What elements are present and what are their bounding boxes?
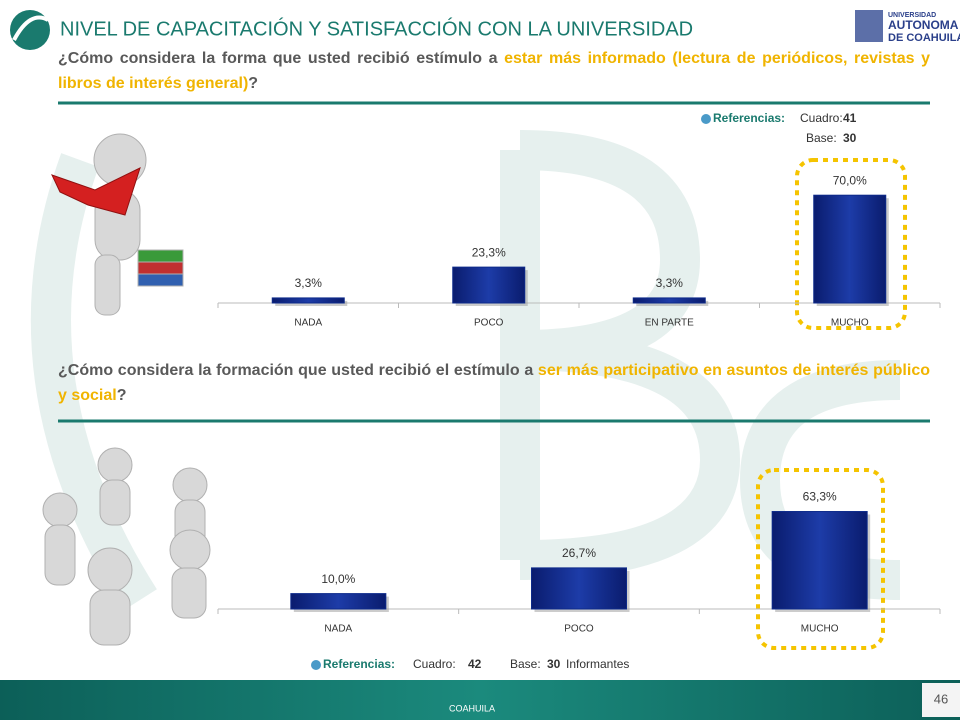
ref-label: Referencias:: [323, 657, 395, 671]
page-box: [922, 683, 960, 717]
bullet: [311, 660, 321, 670]
question-part: ?: [116, 387, 127, 404]
highlight: [795, 158, 907, 330]
bar: [632, 297, 706, 304]
logo-text: DE COAHUILA: [888, 32, 960, 44]
ref-base: 30: [843, 131, 857, 145]
bar: [271, 297, 345, 304]
ref-base: 30: [547, 657, 561, 671]
question: ¿Cómo considera la formación que usted r…: [58, 358, 930, 408]
page-number: 46: [934, 691, 948, 706]
footer-text: COAHUILA: [449, 703, 495, 713]
bar: [771, 511, 868, 610]
footer-bar: [0, 680, 960, 720]
bar: [452, 266, 526, 304]
figure-reader: [51, 133, 184, 316]
value-label: 26,7%: [562, 546, 596, 560]
highlight: [756, 468, 885, 650]
question-part: ¿Cómo considera la forma que usted recib…: [58, 50, 505, 67]
question-part: estar más informado (lectura de periódic…: [58, 50, 930, 92]
ref-base-label: Base:: [806, 131, 837, 145]
value-label: 3,3%: [656, 276, 684, 290]
value-label: 3,3%: [295, 276, 323, 290]
ref-cuadro-label: Cuadro:: [413, 657, 456, 671]
value-label: 23,3%: [472, 245, 506, 259]
figure-group: [42, 447, 211, 646]
value-label: 63,3%: [803, 490, 837, 504]
x-tick-label: MUCHO: [831, 318, 869, 329]
x-tick-label: POCO: [474, 318, 504, 329]
bar: [290, 593, 387, 610]
logo-text: UNIVERSIDAD: [888, 12, 936, 19]
value-label: 70,0%: [833, 173, 867, 187]
ref-unit: Informantes: [566, 657, 629, 671]
x-tick-label: MUCHO: [801, 624, 839, 635]
logo-swoosh: [12, 15, 49, 41]
ref-cuadro-label: Cuadro:: [800, 111, 843, 125]
bullet: [701, 114, 711, 124]
question: ¿Cómo considera la forma que usted recib…: [58, 46, 930, 96]
x-tick-label: NADA: [294, 318, 322, 329]
bar: [813, 194, 887, 304]
x-tick-label: POCO: [564, 624, 594, 635]
question-part: ser más participativo en asuntos de inte…: [58, 362, 930, 404]
value-label: 10,0%: [321, 572, 355, 586]
ref-base-label: Base:: [510, 657, 541, 671]
logo-text: AUTONOMA: [888, 18, 959, 32]
title: NIVEL DE CAPACITACIÓN Y SATISFACCIÓN CON…: [60, 17, 693, 40]
ref-cuadro: 42: [468, 657, 482, 671]
x-tick-label: EN PARTE: [645, 318, 694, 329]
logo-shield: [855, 10, 883, 42]
logo-mark: [10, 10, 50, 50]
ref-cuadro: 41: [843, 111, 857, 125]
bar: [531, 567, 627, 610]
question-part: ¿Cómo considera la formación que usted r…: [58, 362, 538, 379]
question-part: ?: [248, 75, 259, 92]
ref-label: Referencias:: [713, 111, 785, 125]
x-tick-label: NADA: [324, 624, 352, 635]
